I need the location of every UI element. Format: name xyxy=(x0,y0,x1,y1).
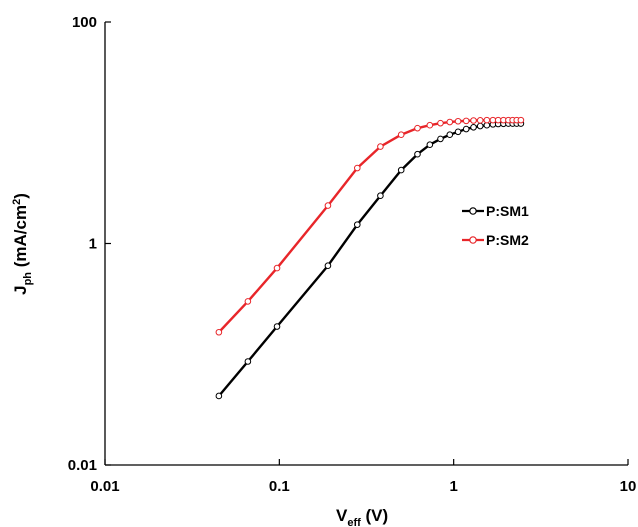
data-point xyxy=(215,328,223,336)
data-point xyxy=(324,262,332,270)
data-point xyxy=(476,122,484,130)
legend-label-p-sm2: P:SM2 xyxy=(486,232,529,248)
data-point xyxy=(377,192,384,200)
data-point xyxy=(454,117,462,125)
data-point xyxy=(437,135,444,143)
data-point xyxy=(414,150,421,158)
x-tick-label: 10 xyxy=(620,478,637,495)
data-point xyxy=(414,124,421,132)
x-tick-label: 0.1 xyxy=(269,478,290,495)
legend-marker-p-sm1 xyxy=(469,207,477,215)
y-axis-title: Jph (mA/cm2) xyxy=(11,193,34,295)
data-point xyxy=(397,166,405,174)
data-point xyxy=(462,117,470,125)
data-point xyxy=(517,116,525,124)
data-point xyxy=(244,298,252,305)
axis-tick-labels: 0.01 0.1 1 10 0.01 1 100 xyxy=(68,14,637,495)
data-point xyxy=(446,118,454,126)
data-point xyxy=(397,131,405,139)
data-point xyxy=(483,116,491,124)
data-point xyxy=(437,119,444,127)
data-point xyxy=(353,164,361,172)
data-point xyxy=(494,116,502,124)
legend-item-p-sm2: P:SM2 xyxy=(462,232,529,248)
data-point xyxy=(215,392,223,400)
y-tick-label: 100 xyxy=(72,14,97,31)
data-point xyxy=(426,141,434,149)
x-tick-label: 0.01 xyxy=(90,478,119,495)
series-p-sm2 xyxy=(215,116,525,336)
data-point xyxy=(377,143,384,150)
data-point xyxy=(470,123,477,131)
data-point xyxy=(454,128,462,136)
series-layer xyxy=(215,116,525,400)
x-axis-title: Veff (V) xyxy=(336,506,388,527)
data-point xyxy=(446,131,454,139)
legend-marker-p-sm2 xyxy=(469,236,477,244)
data-point xyxy=(324,202,332,209)
data-point xyxy=(462,125,470,133)
legend-item-p-sm1: P:SM1 xyxy=(462,203,529,219)
data-point xyxy=(273,323,281,330)
y-tick-label: 1 xyxy=(89,236,97,253)
data-point xyxy=(470,117,477,124)
data-point xyxy=(353,221,361,228)
legend-label-p-sm1: P:SM1 xyxy=(486,203,529,219)
axis-ticks xyxy=(104,21,629,466)
data-point xyxy=(426,121,434,129)
y-tick-label: 0.01 xyxy=(68,457,97,474)
series-p-sm1 xyxy=(215,120,525,400)
data-point xyxy=(244,358,252,365)
legend: P:SM1 P:SM2 xyxy=(462,203,529,248)
data-point xyxy=(273,264,281,272)
data-point xyxy=(476,117,484,124)
x-tick-label: 1 xyxy=(449,478,457,495)
